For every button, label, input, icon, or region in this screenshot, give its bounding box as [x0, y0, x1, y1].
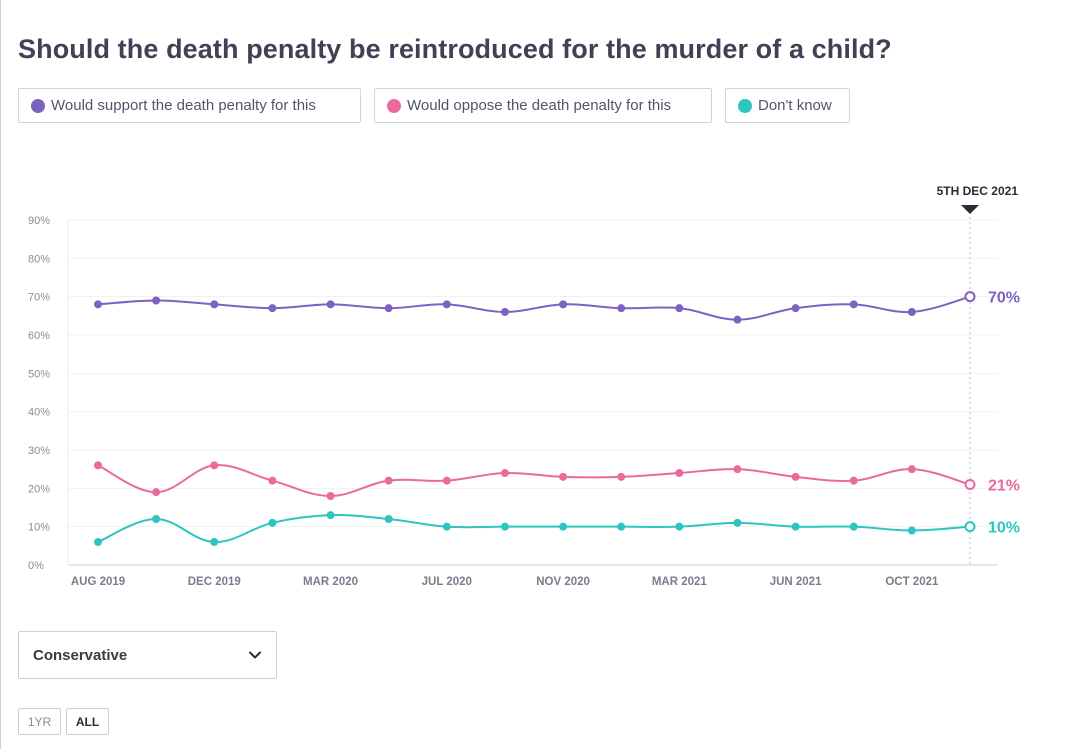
- x-tick-label: OCT 2021: [885, 576, 939, 588]
- legend-dot-dont-know-icon: [738, 98, 752, 113]
- legend-label-support: Would support the death penalty for this: [51, 97, 316, 114]
- chevron-down-icon: [249, 651, 261, 659]
- data-point-support: [907, 308, 916, 316]
- y-tick-label: 10%: [28, 522, 50, 534]
- data-point-dont-know: [559, 522, 568, 531]
- data-point-oppose: [326, 492, 335, 500]
- y-tick-label: 70%: [28, 292, 50, 304]
- data-point-support: [964, 291, 976, 303]
- data-point-dont-know: [210, 538, 219, 546]
- data-point-oppose: [907, 465, 916, 474]
- y-tick-label: 50%: [28, 368, 50, 380]
- data-point-dont-know: [907, 526, 916, 535]
- data-point-support: [268, 304, 277, 313]
- x-tick-label: JUL 2020: [422, 576, 472, 588]
- data-point-dont-know: [94, 538, 102, 546]
- y-tick-label: 20%: [28, 483, 50, 495]
- y-tick-label: 60%: [28, 330, 50, 342]
- date-marker-label: 5TH DEC 2021: [937, 184, 1019, 198]
- data-point-support: [791, 304, 800, 313]
- data-point-oppose: [791, 472, 800, 481]
- data-point-oppose: [733, 465, 742, 474]
- end-value-label-oppose: 21%: [988, 478, 1020, 495]
- data-point-oppose: [849, 476, 858, 485]
- data-point-support: [849, 300, 858, 309]
- x-tick-label: MAR 2021: [652, 576, 708, 588]
- legend-dot-support-icon: [31, 98, 45, 113]
- data-point-dont-know: [326, 511, 335, 520]
- end-value-label-support: 70%: [988, 290, 1020, 307]
- data-point-oppose: [210, 461, 219, 470]
- data-point-support: [442, 300, 451, 309]
- line-chart: 0% 10% 20% 30% 40% 50% 60% 70% 80% 90% AUG 2019 DEC…: [28, 184, 1020, 588]
- dropdown-selected-value: Conservative: [33, 646, 128, 664]
- data-point-oppose: [559, 472, 568, 481]
- data-point-dont-know: [617, 522, 626, 531]
- data-point-dont-know: [675, 522, 684, 531]
- legend-item-dont-know[interactable]: Don't know: [725, 88, 850, 123]
- x-tick-label: DEC 2019: [188, 576, 241, 588]
- marker-triangle-icon: [961, 205, 979, 214]
- data-point-dont-know: [384, 515, 393, 523]
- legend-dot-oppose-icon: [387, 98, 401, 113]
- y-tick-label: 30%: [28, 445, 50, 457]
- data-point-dont-know: [152, 515, 161, 523]
- x-tick-label: AUG 2019: [71, 576, 125, 588]
- data-point-oppose: [384, 476, 393, 485]
- legend-label-oppose: Would oppose the death penalty for this: [407, 97, 672, 114]
- range-1yr-button[interactable]: 1YR: [18, 708, 61, 735]
- data-point-support: [94, 300, 102, 309]
- chart-title: Should the death penalty be reintroduced…: [18, 34, 892, 64]
- series-line-oppose: [97, 464, 971, 498]
- data-point-oppose: [500, 469, 509, 477]
- x-tick-label: JUN 2021: [770, 576, 822, 588]
- y-tick-label: 90%: [28, 215, 50, 227]
- data-point-support: [733, 315, 742, 324]
- data-point-oppose: [675, 469, 684, 477]
- data-point-dont-know: [500, 522, 509, 531]
- data-point-oppose: [964, 479, 976, 490]
- series-line-support: [97, 295, 971, 321]
- page-left-border: [0, 0, 1, 749]
- data-point-support: [152, 296, 161, 305]
- data-point-support: [559, 300, 568, 309]
- data-point-support: [326, 300, 335, 309]
- data-point-dont-know: [733, 518, 742, 527]
- party-filter-dropdown[interactable]: Conservative: [18, 631, 277, 679]
- data-point-support: [617, 304, 626, 313]
- data-point-oppose: [94, 461, 102, 470]
- legend-label-dont-know: Don't know: [758, 97, 832, 114]
- y-tick-label: 80%: [28, 253, 50, 265]
- range-all-button[interactable]: ALL: [66, 708, 109, 735]
- y-tick-label: 0%: [28, 560, 44, 572]
- data-point-oppose: [152, 488, 161, 497]
- series-line-dont-know: [97, 514, 971, 544]
- data-point-support: [210, 300, 219, 309]
- data-point-support: [384, 304, 393, 313]
- data-point-dont-know: [791, 522, 800, 531]
- y-tick-label: 40%: [28, 407, 50, 419]
- data-point-dont-know: [849, 522, 858, 531]
- data-point-oppose: [617, 472, 626, 481]
- x-tick-label: NOV 2020: [536, 576, 590, 588]
- data-point-dont-know: [268, 518, 277, 527]
- data-point-support: [675, 304, 684, 313]
- legend-item-oppose[interactable]: Would oppose the death penalty for this: [374, 88, 712, 123]
- data-point-oppose: [268, 476, 277, 485]
- data-point-dont-know: [442, 522, 451, 531]
- data-point-oppose: [442, 476, 451, 485]
- data-point-dont-know: [964, 521, 976, 533]
- x-tick-label: MAR 2020: [303, 576, 358, 588]
- legend-item-support[interactable]: Would support the death penalty for this: [18, 88, 361, 123]
- end-value-label-dont-know: 10%: [988, 520, 1020, 537]
- data-point-support: [500, 308, 509, 316]
